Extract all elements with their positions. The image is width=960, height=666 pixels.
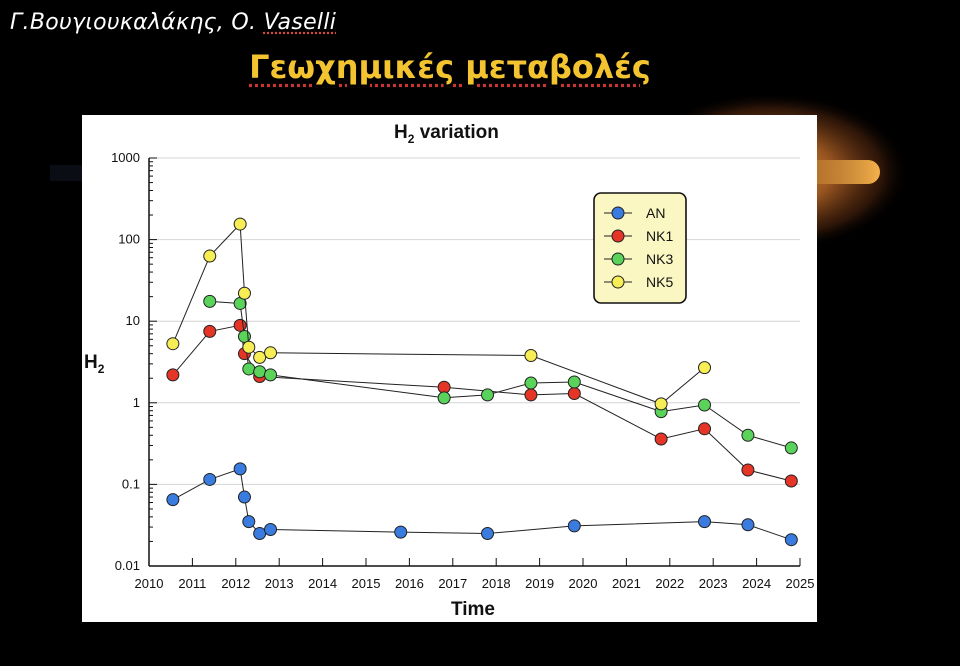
x-tick-label: 2014 xyxy=(308,576,337,591)
h2-variation-chart: H2 variation H2 Time 1000 100 10 1 0.1 0.01 20… xyxy=(84,122,814,620)
series-line-nk5 xyxy=(172,222,705,405)
x-tick-label: 2019 xyxy=(525,576,554,591)
legend-label-nk1: NK1 xyxy=(646,228,673,244)
data-point-nk3 xyxy=(698,398,712,412)
x-tick-label: 2018 xyxy=(482,576,511,591)
data-point-nk1 xyxy=(233,318,247,332)
x-tick-label: 2024 xyxy=(742,576,771,591)
data-point-an xyxy=(233,462,247,476)
legend-label-an: AN xyxy=(646,205,665,221)
x-tick-label: 2020 xyxy=(569,576,598,591)
legend-marker-nk1 xyxy=(611,229,625,243)
data-point-nk5 xyxy=(698,361,712,375)
x-tick-label: 2011 xyxy=(178,576,206,591)
data-point-an xyxy=(741,518,755,532)
data-point-nk5 xyxy=(237,286,251,300)
y-tick-label: 0.01 xyxy=(115,558,140,573)
x-tick-label: 2012 xyxy=(221,576,250,591)
author-names: Γ.Βουγιουκαλάκης, Ο. xyxy=(10,10,264,35)
data-point-nk3 xyxy=(253,365,267,379)
data-point-an xyxy=(567,519,581,533)
data-point-an xyxy=(203,472,217,486)
data-point-nk1 xyxy=(784,474,798,488)
y-tick-label: 1 xyxy=(133,395,140,410)
data-point-nk3 xyxy=(203,294,217,308)
data-point-an xyxy=(166,493,180,507)
x-tick-label: 2013 xyxy=(265,576,294,591)
x-tick-label: 2017 xyxy=(438,576,467,591)
data-point-nk5 xyxy=(264,346,278,360)
data-point-an xyxy=(394,525,408,539)
legend-label-nk3: NK3 xyxy=(646,251,673,267)
data-point-nk3 xyxy=(481,388,495,402)
data-point-nk5 xyxy=(203,249,217,263)
chart-title: H2 variation xyxy=(394,122,499,146)
y-tick-label: 10 xyxy=(126,313,140,328)
chart-panel: H2 variation H2 Time 1000 100 10 1 0.1 0.01 20… xyxy=(82,115,817,622)
legend: AN NK1 NK3 NK5 xyxy=(593,192,687,304)
y-tick-label: 0.1 xyxy=(122,476,140,491)
data-point-an xyxy=(784,533,798,547)
data-point-nk1 xyxy=(166,368,180,382)
data-point-an xyxy=(242,515,256,529)
legend-label-nk5: NK5 xyxy=(646,274,673,290)
x-tick-label: 2016 xyxy=(395,576,424,591)
legend-marker-nk3 xyxy=(611,252,625,266)
x-tick-label: 2010 xyxy=(135,576,164,591)
slide-title: Γεωχημικές μεταβολές xyxy=(0,48,900,86)
data-point-an xyxy=(481,527,495,541)
data-series xyxy=(166,217,798,547)
x-tick-label: 2025 xyxy=(786,576,815,591)
author-credit: Γ.Βουγιουκαλάκης, Ο. Vaselli xyxy=(10,10,336,35)
data-point-nk3 xyxy=(784,441,798,455)
axes: 1000 100 10 1 0.1 0.01 2010 2011 2012 2013 2014 201… xyxy=(111,150,814,591)
x-tick-label: 2023 xyxy=(699,576,728,591)
author-name-underlined: Vaselli xyxy=(263,10,337,35)
data-point-nk3 xyxy=(567,375,581,389)
data-point-nk1 xyxy=(698,422,712,436)
data-point-an xyxy=(237,490,251,504)
data-point-nk1 xyxy=(741,463,755,477)
data-point-nk1 xyxy=(524,388,538,402)
data-point-an xyxy=(698,515,712,529)
data-point-nk1 xyxy=(567,387,581,401)
x-tick-label: 2021 xyxy=(612,576,641,591)
x-tick-label: 2022 xyxy=(655,576,684,591)
data-point-nk3 xyxy=(741,428,755,442)
data-point-nk3 xyxy=(524,376,538,390)
legend-marker-an xyxy=(611,206,625,220)
x-tick-label: 2015 xyxy=(352,576,381,591)
data-point-nk5 xyxy=(242,340,256,354)
data-point-nk3 xyxy=(264,368,278,382)
data-point-nk5 xyxy=(524,348,538,362)
y-tick-label: 1000 xyxy=(111,150,140,165)
data-point-nk3 xyxy=(242,362,256,376)
legend-marker-nk5 xyxy=(611,275,625,289)
x-axis-title: Time xyxy=(451,599,495,620)
slide-title-text: Γεωχημικές μεταβολές xyxy=(249,48,651,86)
data-point-nk3 xyxy=(437,391,451,405)
legend-box xyxy=(593,192,687,304)
data-point-an xyxy=(253,527,267,541)
data-point-nk1 xyxy=(203,324,217,338)
data-point-nk5 xyxy=(233,217,247,231)
data-point-nk5 xyxy=(654,397,668,411)
data-point-nk5 xyxy=(253,350,267,364)
data-point-nk5 xyxy=(166,337,180,351)
gridlines xyxy=(149,157,800,485)
y-axis-title: H2 xyxy=(84,352,105,376)
y-tick-label: 100 xyxy=(118,232,140,247)
data-point-nk1 xyxy=(654,432,668,446)
data-point-an xyxy=(264,523,278,537)
